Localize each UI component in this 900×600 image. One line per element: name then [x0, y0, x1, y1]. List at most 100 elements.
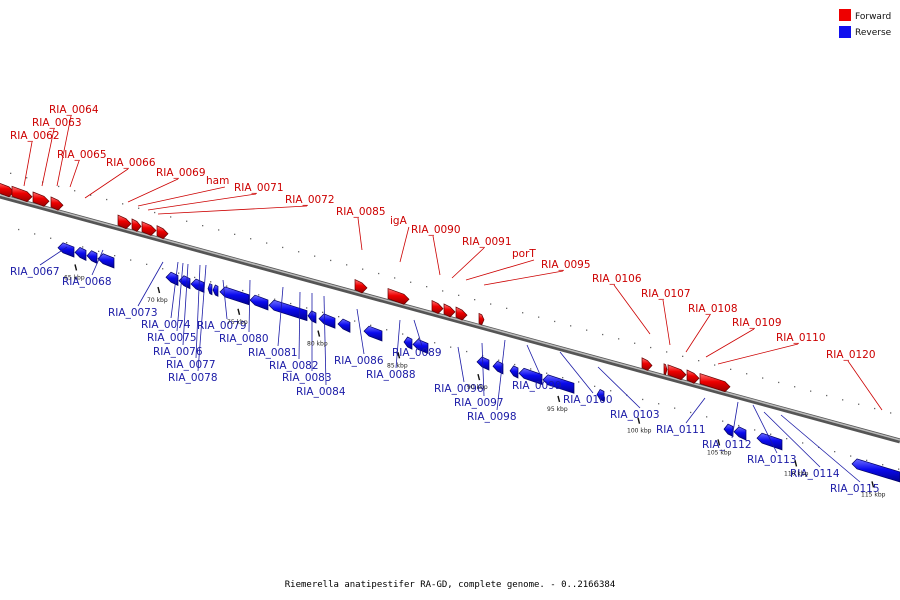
reverse-label-ria-0096[interactable]: RIA_0096	[434, 383, 484, 395]
forward-gene-4[interactable]	[117, 214, 132, 230]
forward-gene-7[interactable]	[156, 225, 169, 240]
reverse-label-ria-0103[interactable]: RIA_0103	[610, 409, 660, 421]
forward-label-ria-0071[interactable]: RIA_0071	[234, 182, 284, 194]
forward-label-ria-0064[interactable]: RIA_0064	[49, 104, 99, 116]
forward-gene-2[interactable]	[32, 191, 50, 207]
forward-gene-6[interactable]	[141, 221, 157, 236]
forward-gene-3[interactable]	[50, 196, 64, 211]
reverse-gene-0[interactable]	[57, 242, 75, 258]
reverse-gene-20[interactable]	[509, 365, 519, 379]
forward-label-ria-0090[interactable]: RIA_0090	[411, 224, 461, 236]
forward-label-ria-0085[interactable]: RIA_0085	[336, 206, 386, 218]
reverse-label-ria-0074[interactable]: RIA_0074	[141, 319, 191, 331]
track-dot	[138, 207, 140, 209]
reverse-label-ria-0068[interactable]: RIA_0068	[62, 276, 112, 288]
forward-label-ria-0072[interactable]: RIA_0072	[285, 194, 335, 206]
track-dot	[546, 372, 548, 374]
reverse-label-ria-0082[interactable]: RIA_0082	[269, 360, 319, 372]
reverse-label-ria-0080[interactable]: RIA_0080	[219, 333, 269, 345]
forward-label-ria-0069[interactable]: RIA_0069	[156, 167, 206, 179]
forward-label-ham[interactable]: ham	[206, 175, 229, 187]
reverse-label-ria-0113[interactable]: RIA_0113	[747, 454, 797, 466]
forward-gene-1[interactable]	[11, 185, 33, 203]
reverse-label-ria-0081[interactable]: RIA_0081	[248, 347, 298, 359]
forward-label-ria-0120[interactable]: RIA_0120	[826, 349, 876, 361]
forward-gene-13[interactable]	[478, 312, 485, 326]
reverse-label-ria-0083[interactable]: RIA_0083	[282, 372, 332, 384]
forward-gene-12[interactable]	[455, 306, 468, 321]
reverse-gene-2[interactable]	[86, 250, 98, 264]
forward-label-ria-0062[interactable]: RIA_0062	[10, 130, 60, 142]
reverse-label-ria-0098[interactable]: RIA_0098	[467, 411, 517, 423]
reverse-gene-21[interactable]	[518, 367, 543, 385]
forward-gene-16[interactable]	[667, 364, 687, 381]
reverse-label-ria-0114[interactable]: RIA_0114	[790, 468, 840, 480]
reverse-gene-16[interactable]	[403, 336, 413, 350]
reverse-label-ria-0075[interactable]: RIA_0075	[147, 332, 197, 344]
reverse-gene-25[interactable]	[733, 426, 747, 441]
reverse-label-ria-0076[interactable]: RIA_0076	[153, 346, 203, 358]
forward-gene-0[interactable]	[0, 182, 15, 198]
reverse-gene-13[interactable]	[318, 313, 336, 329]
track-dot	[202, 225, 204, 227]
reverse-gene-19[interactable]	[492, 360, 504, 375]
track-dot	[266, 242, 268, 244]
reverse-gene-3[interactable]	[97, 253, 115, 269]
reverse-gene-24[interactable]	[723, 423, 734, 438]
reverse-label-ria-0078[interactable]: RIA_0078	[168, 372, 218, 384]
reverse-gene-27[interactable]	[851, 458, 900, 483]
leader-line	[496, 339, 506, 411]
reverse-label-ria-0073[interactable]: RIA_0073	[108, 307, 158, 319]
reverse-gene-6[interactable]	[190, 278, 205, 294]
forward-label-ria-0065[interactable]: RIA_0065	[57, 149, 107, 161]
reverse-gene-1[interactable]	[74, 246, 87, 261]
reverse-gene-8[interactable]	[212, 284, 219, 297]
reverse-label-ria-0099[interactable]: RIA_0099	[512, 380, 562, 392]
reverse-gene-22[interactable]	[542, 374, 575, 394]
reverse-label-ria-0115[interactable]: RIA_0115	[830, 483, 880, 495]
reverse-label-ria-0112[interactable]: RIA_0112	[702, 439, 752, 451]
reverse-label-ria-0111[interactable]: RIA_0111	[656, 424, 706, 436]
forward-label-ria-0106[interactable]: RIA_0106	[592, 273, 642, 285]
track-dot	[634, 342, 636, 344]
reverse-gene-4[interactable]	[165, 271, 179, 287]
forward-label-ria-0109[interactable]: RIA_0109	[732, 317, 782, 329]
forward-label-ria-0110[interactable]: RIA_0110	[776, 332, 826, 344]
forward-gene-15[interactable]	[663, 363, 668, 376]
forward-label-ria-0066[interactable]: RIA_0066	[106, 157, 156, 169]
reverse-label-ria-0100[interactable]: RIA_0100	[563, 394, 613, 406]
reverse-label-ria-0067[interactable]: RIA_0067	[10, 266, 60, 278]
forward-gene-5[interactable]	[131, 218, 142, 232]
reverse-gene-17[interactable]	[412, 338, 429, 355]
reverse-gene-23[interactable]	[596, 389, 605, 402]
reverse-label-ria-0079[interactable]: RIA_0079	[197, 320, 247, 332]
reverse-label-ria-0097[interactable]: RIA_0097	[454, 397, 504, 409]
reverse-gene-11[interactable]	[268, 299, 308, 322]
reverse-label-ria-0077[interactable]: RIA_0077	[166, 359, 216, 371]
reverse-label-ria-0086[interactable]: RIA_0086	[334, 355, 384, 367]
forward-gene-14[interactable]	[641, 357, 653, 371]
forward-gene-11[interactable]	[443, 303, 456, 318]
forward-gene-18[interactable]	[699, 373, 731, 393]
leader-line	[662, 299, 671, 346]
reverse-gene-7[interactable]	[207, 283, 213, 296]
forward-label-ria-0108[interactable]: RIA_0108	[688, 303, 738, 315]
reverse-gene-10[interactable]	[249, 294, 269, 311]
forward-label-ria-0095[interactable]: RIA_0095	[541, 259, 591, 271]
reverse-label-ria-0089[interactable]: RIA_0089	[392, 347, 442, 359]
track-dot	[258, 294, 260, 296]
reverse-label-ria-0088[interactable]: RIA_0088	[366, 369, 416, 381]
reverse-gene-15[interactable]	[363, 325, 383, 342]
forward-label-ria-0107[interactable]: RIA_0107	[641, 288, 691, 300]
forward-label-ria-0091[interactable]: RIA_0091	[462, 236, 512, 248]
reverse-gene-26[interactable]	[756, 432, 783, 451]
forward-label-iga[interactable]: igA	[390, 215, 408, 227]
forward-label-port[interactable]: porT	[512, 248, 536, 260]
forward-label-ria-0063[interactable]: RIA_0063	[32, 117, 82, 129]
reverse-label-ria-0084[interactable]: RIA_0084	[296, 386, 346, 398]
forward-gene-10[interactable]	[431, 300, 444, 315]
forward-gene-17[interactable]	[686, 369, 700, 384]
reverse-gene-14[interactable]	[337, 318, 351, 333]
forward-gene-9[interactable]	[387, 288, 410, 305]
forward-gene-8[interactable]	[354, 279, 368, 294]
